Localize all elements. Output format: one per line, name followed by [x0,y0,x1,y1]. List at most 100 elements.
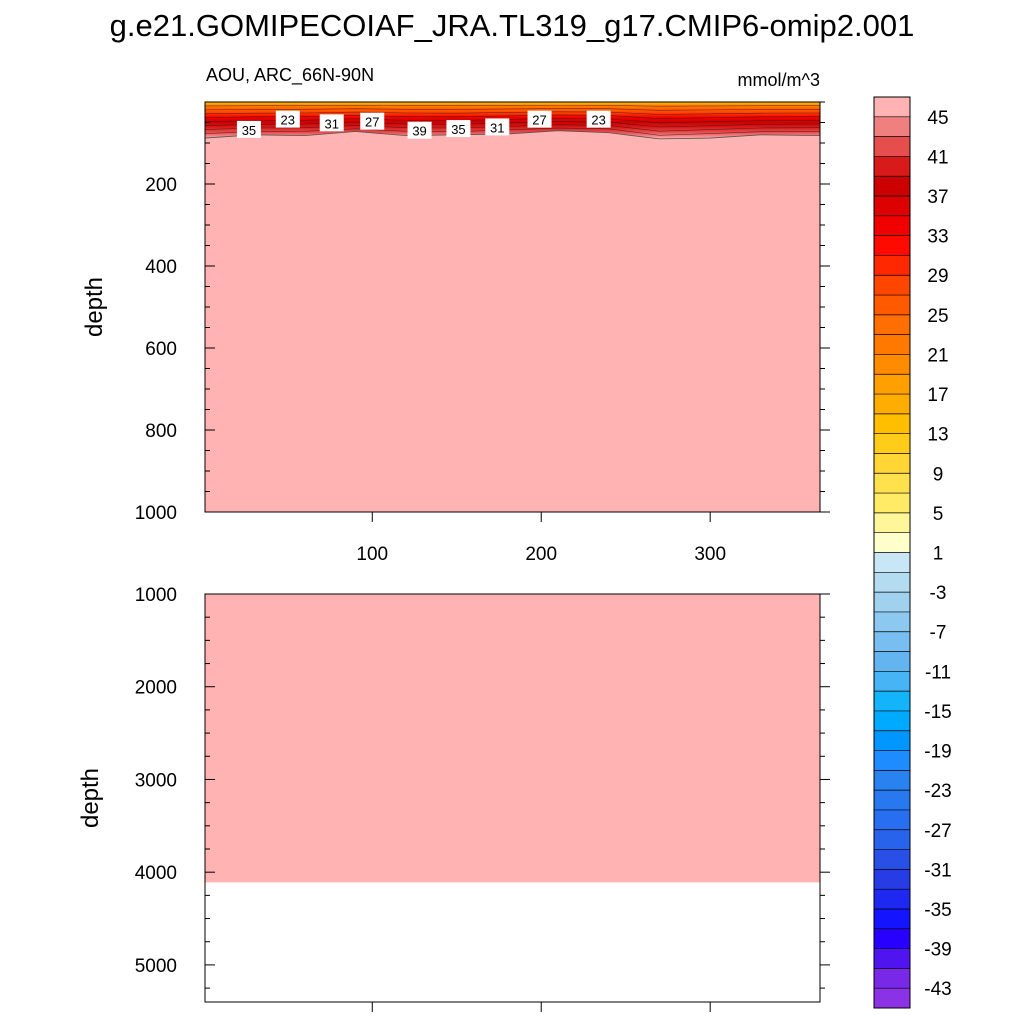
colorbar-box [874,988,910,1009]
colorbar-box [874,215,910,237]
colorbar-box [874,493,910,514]
surface-aou-gradient [205,102,820,139]
colorbar-box [874,829,910,850]
lower-aou-fill [205,594,820,883]
colorbar-box [874,948,910,969]
colorbar-box [874,176,910,197]
xtick-label: 100 [356,544,388,565]
colorbar-box [874,156,910,177]
ytick-label: 400 [145,257,177,278]
colorbar-label: 1 [933,544,944,565]
colorbar-box [874,968,910,989]
colorbar-box [874,512,910,534]
colorbar-label: -23 [924,781,951,802]
colorbar-label: -7 [930,623,947,644]
xtick-label: 300 [694,544,726,565]
colorbar-box [874,394,910,415]
upper-panel: 35 23 31 27 39 35 31 27 23 200 400 600 800 1000 100 200… [135,101,830,565]
ytick-label: 3000 [135,770,177,791]
ytick-label: 4000 [135,863,177,884]
colorbar-label: 25 [927,306,948,327]
colorbar-label: -39 [924,940,951,961]
colorbar-box [874,691,910,712]
contour-label: 27 [360,112,385,130]
colorbar-box [874,790,910,811]
colorbar-box [874,651,910,672]
colorbar-box [874,631,910,652]
contour-label: 35 [236,120,261,138]
upper-aou-fill [205,102,820,512]
colorbar-box [874,572,910,593]
colorbar-label: 29 [927,266,948,287]
colorbar-label: -31 [924,860,951,881]
colorbar-frame [873,96,911,1009]
colorbar-box [874,235,910,256]
upper-ylabel: depth [81,277,108,337]
colorbar-box [874,770,910,791]
colorbar-box [874,592,910,613]
ytick-label: 1000 [135,585,177,606]
contour-label-text: 39 [412,124,426,139]
colorbar-box [874,849,910,870]
contour-label-text: 23 [281,113,295,128]
colorbar-box [874,750,910,771]
colorbar-box [874,413,910,435]
ytick-label: 2000 [135,678,177,699]
contour-label: 31 [485,118,510,136]
colorbar-label: 33 [927,227,948,248]
colorbar-box [874,116,910,138]
colorbar-box [874,710,910,732]
contour-label-text: 27 [532,113,546,128]
colorbar-box [874,869,910,890]
colorbar-box [874,97,910,118]
xtick-label: 200 [525,544,557,565]
colorbar-label: 5 [933,504,944,525]
contour-label: 23 [275,110,300,128]
contour-label: 35 [446,120,471,138]
colorbar-box [874,453,910,474]
subtitle-units: mmol/m^3 [738,70,820,90]
contour-label: 27 [527,110,552,128]
colorbar-label: -11 [925,662,951,683]
colorbar-label: 45 [927,108,948,129]
colorbar-box [874,275,910,296]
colorbar-box [874,809,910,831]
colorbar-box [874,354,910,375]
colorbar-label: 37 [927,187,948,208]
contour-label-text: 31 [490,120,504,135]
colorbar-label: 21 [927,345,948,366]
colorbar-box [874,552,910,573]
ytick-label: 800 [145,421,177,442]
colorbar-label: 9 [933,464,944,485]
contour-label-text: 31 [324,116,338,131]
colorbar-box [874,671,910,692]
contour-line [204,111,821,115]
contour-label-text: 35 [451,122,465,137]
contour-label: 39 [407,121,432,139]
ytick-label: 600 [145,339,177,360]
colorbar-box [874,532,910,553]
colorbar-label: -19 [924,742,951,763]
colorbar-box [874,255,910,276]
colorbar-box [874,295,910,316]
colorbar-box [874,889,910,910]
colorbar-label: 13 [927,425,948,446]
colorbar-box [874,196,910,217]
colorbar-label: 41 [927,147,948,168]
colorbar-label: -43 [924,979,951,1000]
colorbar-box [874,314,910,336]
colorbar-box [874,473,910,494]
contour-line [204,104,821,107]
contour-label-text: 27 [365,115,379,130]
ytick-label: 5000 [135,956,177,977]
colorbar-label: 17 [927,385,948,406]
contour-line [204,108,821,111]
contour-line [204,114,821,119]
colorbar-box [874,730,910,751]
colorbar-label: -3 [930,583,947,604]
colorbar-box [874,908,910,930]
colorbar-label: -35 [924,900,951,921]
colorbar-box [874,374,910,395]
figure-title: g.e21.GOMIPECOIAF_JRA.TL319_g17.CMIP6-om… [110,8,915,43]
